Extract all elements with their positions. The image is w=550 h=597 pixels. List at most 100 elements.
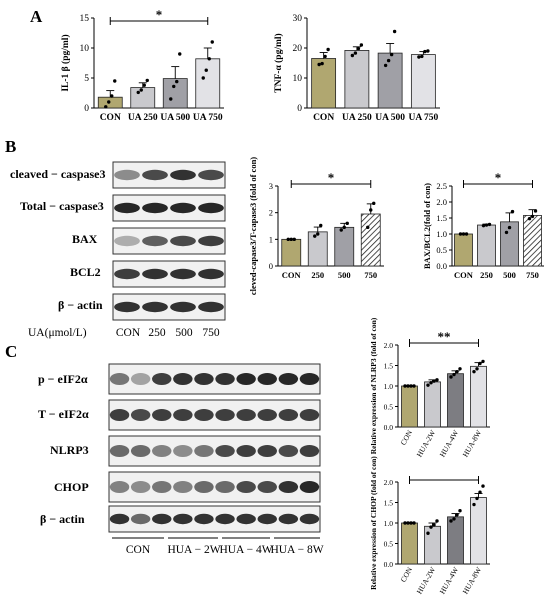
data-point bbox=[201, 76, 205, 80]
y-tick-label: 20 bbox=[293, 44, 303, 54]
x-tick-label: HUA-8W bbox=[461, 428, 484, 459]
blot-b-row-band bbox=[142, 301, 168, 313]
data-point bbox=[435, 519, 439, 523]
data-point bbox=[136, 90, 140, 95]
bar bbox=[344, 50, 370, 109]
data-point bbox=[409, 384, 413, 388]
blot-c-row-band bbox=[109, 409, 130, 421]
x-tick-label: UA 750 bbox=[408, 113, 438, 123]
x-tick-label: CON bbox=[454, 270, 474, 280]
data-point bbox=[386, 58, 391, 63]
blot-c-row-band bbox=[236, 481, 256, 493]
data-point bbox=[475, 496, 479, 501]
blot-b-row-band bbox=[198, 235, 224, 247]
blot-b-row-label: cleaved − caspase3 bbox=[10, 167, 106, 181]
data-point bbox=[478, 361, 482, 366]
bar bbox=[523, 215, 542, 267]
chart-tnfa: 0 10 20 30 TNF-α (pg/ml) CON UA 250 UA 500 UA 75… bbox=[273, 14, 440, 123]
blot-c-row-band bbox=[278, 445, 299, 457]
data-point bbox=[530, 214, 535, 219]
significance-label: * bbox=[328, 170, 335, 185]
blot-b-row-band bbox=[142, 169, 168, 181]
chart-il1b: 0 5 10 15 IL-1 β (pg/ml) CON UA 250 UA 500 UA 75… bbox=[60, 7, 224, 123]
data-point bbox=[369, 208, 373, 212]
blot-c-row-band bbox=[130, 513, 151, 525]
blot-b-row-label: β − actin bbox=[58, 298, 103, 312]
significance-label: * bbox=[495, 170, 502, 185]
x-tick-label: UA 500 bbox=[160, 113, 190, 123]
blot-c-row-band bbox=[109, 513, 130, 525]
blot-c-row-band bbox=[152, 481, 172, 493]
data-point bbox=[145, 78, 149, 83]
blot-c-row-band bbox=[215, 513, 235, 525]
blot-c-row-band bbox=[299, 513, 320, 525]
data-point bbox=[527, 216, 532, 221]
data-point bbox=[320, 61, 324, 66]
blot-c-row-band bbox=[236, 445, 256, 457]
y-tick-label: 2.0 bbox=[384, 341, 394, 350]
data-point bbox=[458, 367, 462, 371]
blot-c-row-band bbox=[173, 481, 193, 493]
data-point bbox=[286, 237, 290, 242]
data-point bbox=[449, 519, 453, 523]
data-point bbox=[417, 55, 421, 59]
blot-c-row-band bbox=[299, 481, 320, 493]
data-point bbox=[481, 484, 485, 488]
blot-b-row-band bbox=[114, 202, 140, 214]
data-point bbox=[464, 232, 469, 236]
western-blot-b: cleaved − caspase3 Total − caspase3 BAX … bbox=[10, 161, 226, 339]
bar bbox=[470, 365, 487, 428]
y-tick-label: 2.0 bbox=[436, 197, 447, 207]
x-tick-label: CON bbox=[282, 270, 302, 280]
blot-b-row-band bbox=[114, 169, 140, 181]
blot-c-row-band bbox=[278, 513, 299, 525]
data-point bbox=[389, 52, 394, 57]
y-tick-label: 1.0 bbox=[384, 382, 394, 391]
data-point bbox=[426, 531, 430, 535]
blot-c-row-label: CHOP bbox=[54, 480, 89, 494]
bar bbox=[360, 213, 381, 267]
data-point bbox=[406, 521, 410, 525]
blot-c-row-band bbox=[152, 373, 172, 385]
data-point bbox=[323, 54, 327, 59]
western-blot-c: p − eIF2α T − eIF2α NLRP3 CHOP β − actin… bbox=[38, 363, 324, 556]
bar bbox=[424, 381, 441, 428]
blot-c-row-band bbox=[215, 373, 235, 385]
y-tick-label: 0.5 bbox=[436, 245, 447, 255]
data-point bbox=[169, 97, 173, 101]
bar bbox=[377, 52, 403, 109]
blot-c-group-label: HUA − 2W bbox=[167, 544, 220, 556]
blot-b-row-band bbox=[198, 268, 224, 280]
y-tick-label: 5 bbox=[84, 74, 89, 84]
data-point bbox=[345, 221, 349, 226]
bar bbox=[195, 58, 221, 109]
y-axis-label: Relative expression of CHOP (fold of con… bbox=[369, 456, 378, 590]
data-point bbox=[178, 52, 182, 56]
blot-c-row-label: p − eIF2α bbox=[38, 372, 88, 386]
x-tick-label: CON bbox=[100, 113, 121, 123]
blot-c-row-label: β − actin bbox=[40, 512, 85, 526]
blot-b-lane-label: 250 bbox=[148, 327, 166, 339]
data-point bbox=[403, 521, 407, 525]
blot-c-row-band bbox=[215, 481, 235, 493]
blot-b-row-band bbox=[170, 202, 196, 214]
x-tick-label: 750 bbox=[364, 270, 377, 280]
bar bbox=[477, 224, 496, 267]
data-point bbox=[533, 209, 538, 213]
data-point bbox=[316, 232, 320, 236]
data-point bbox=[353, 51, 358, 55]
y-tick-label: 0.0 bbox=[436, 261, 447, 271]
blot-b-row-band bbox=[170, 301, 196, 313]
data-point bbox=[432, 523, 436, 527]
y-tick-label: 0.5 bbox=[384, 403, 394, 412]
data-point bbox=[104, 105, 108, 109]
data-point bbox=[420, 54, 424, 59]
y-tick-label: 0.5 bbox=[384, 540, 394, 549]
data-point bbox=[504, 230, 509, 235]
blot-b-row-band bbox=[114, 268, 140, 280]
data-point bbox=[210, 40, 214, 44]
blot-b-lane-label: CON bbox=[116, 327, 141, 339]
bar bbox=[454, 233, 473, 267]
blot-c-row-band bbox=[109, 481, 130, 493]
